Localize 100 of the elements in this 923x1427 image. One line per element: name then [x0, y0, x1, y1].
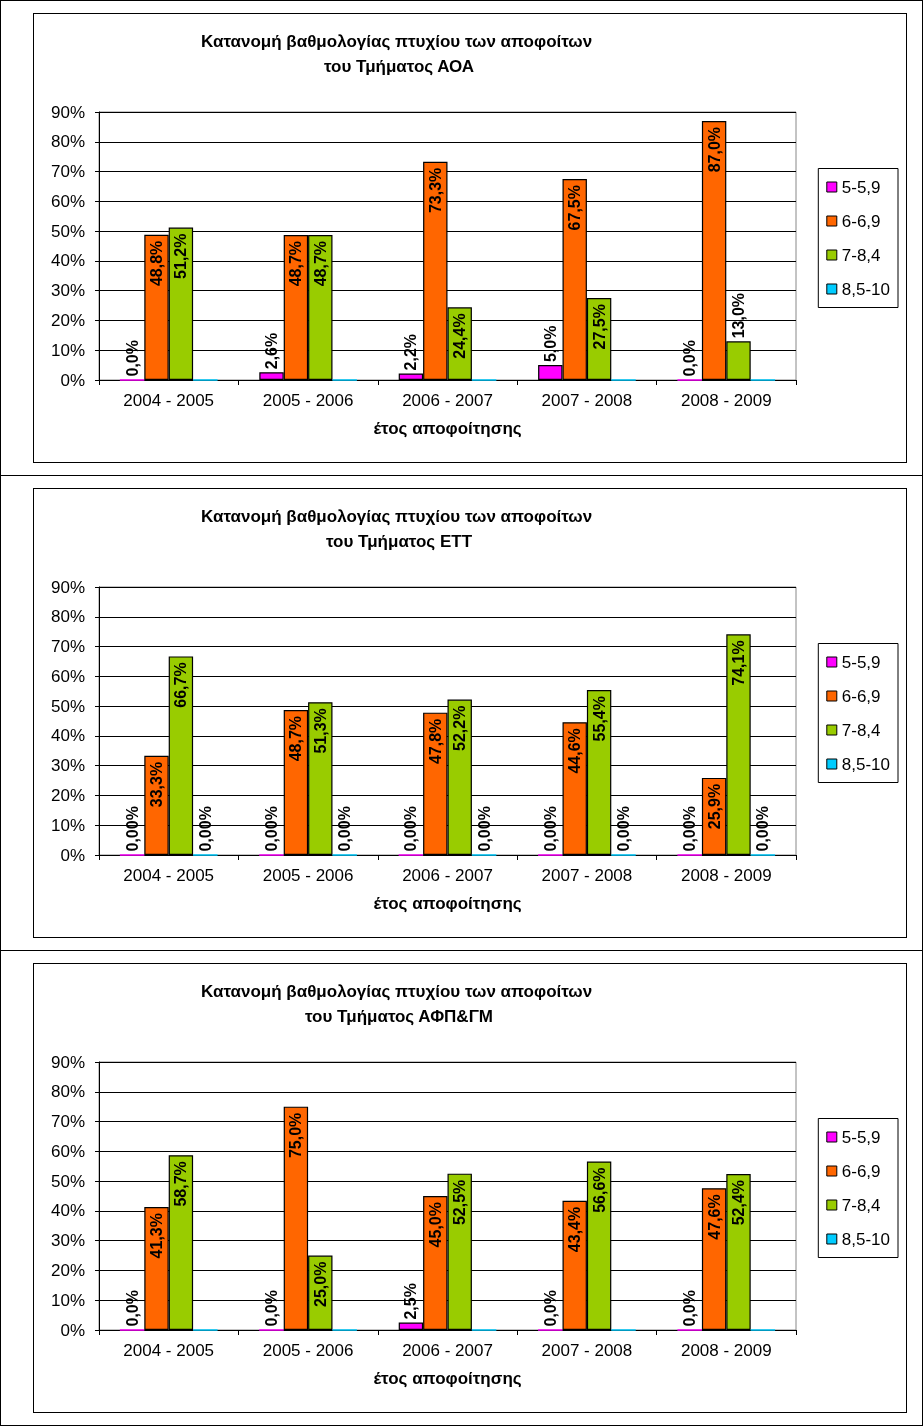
y-tick-label: 10%	[50, 340, 85, 360]
x-tick-label: 2006 - 2007	[402, 391, 493, 410]
x-tick-label: 2004 - 2005	[123, 866, 215, 885]
y-tick-label: 50%	[50, 1171, 85, 1191]
y-tick-label: 80%	[50, 1082, 85, 1102]
y-tick-label: 50%	[50, 696, 85, 716]
x-tick-label: 2004 - 2005	[123, 391, 215, 410]
x-tick-label: 2007 - 2008	[541, 1341, 633, 1360]
data-label: 48,7%	[287, 240, 305, 287]
data-label: 25,9%	[705, 783, 723, 830]
y-tick-label: 20%	[50, 785, 85, 805]
data-label: 0,00%	[681, 806, 699, 852]
y-tick-label: 20%	[50, 310, 85, 330]
legend-label: 6-6,9	[841, 211, 881, 231]
y-tick-label: 40%	[50, 1201, 85, 1221]
y-tick-label: 90%	[50, 577, 85, 597]
data-label: 52,2%	[451, 705, 469, 751]
x-tick-label: 2008 - 2009	[680, 1341, 772, 1360]
legend-label: 7-8,4	[841, 245, 881, 265]
data-label: 0,00%	[541, 806, 559, 852]
data-label: 51,2%	[172, 233, 190, 279]
legend-label: 5-5,9	[841, 177, 881, 197]
y-tick-label: 90%	[50, 1052, 85, 1072]
x-axis-title: έτος αποφοίτησης	[373, 419, 522, 438]
legend-label: 7-8,4	[841, 1195, 881, 1215]
data-label: 67,5%	[566, 185, 584, 231]
data-label: 0,00%	[336, 806, 354, 852]
data-label: 0,0%	[681, 340, 699, 377]
data-label: 0,00%	[402, 806, 420, 852]
legend-label: 7-8,4	[841, 720, 881, 740]
x-tick-label: 2005 - 2006	[262, 1341, 354, 1360]
data-label: 55,4%	[590, 696, 608, 742]
data-label: 52,5%	[451, 1179, 469, 1226]
data-label: 0,00%	[754, 806, 772, 852]
data-label: 52,4%	[730, 1179, 747, 1226]
data-label: 41,3%	[148, 1213, 165, 1259]
y-tick-label: 70%	[50, 162, 85, 182]
data-label: 87,0%	[705, 126, 723, 173]
data-label: 48,7%	[311, 240, 329, 287]
data-label: 43,4%	[566, 1206, 584, 1253]
data-label: 45,0%	[426, 1202, 444, 1248]
y-tick-label: 20%	[50, 1260, 85, 1280]
legend-label: 6-6,9	[841, 686, 881, 706]
data-label: 0,00%	[263, 806, 281, 852]
data-label: 0,0%	[541, 1290, 559, 1327]
data-label: 0,00%	[475, 806, 493, 852]
data-label: 13,0%	[730, 292, 747, 339]
data-label: 47,6%	[705, 1194, 723, 1240]
y-tick-label: 10%	[50, 1290, 85, 1310]
x-tick-label: 2008 - 2009	[680, 391, 772, 410]
y-tick-label: 70%	[50, 1112, 85, 1132]
legend-label: 5-5,9	[841, 1127, 881, 1147]
data-label: 51,3%	[311, 708, 329, 754]
data-label: 0,00%	[196, 806, 214, 852]
data-label: 75,0%	[287, 1112, 305, 1159]
y-tick-label: 60%	[50, 191, 85, 211]
x-axis-title: έτος αποφοίτησης	[373, 894, 522, 913]
data-label: 74,1%	[730, 640, 747, 686]
y-tick-label: 60%	[50, 1141, 85, 1161]
x-tick-label: 2004 - 2005	[123, 1341, 215, 1360]
y-tick-label: 40%	[50, 726, 85, 746]
data-label: 44,6%	[566, 728, 584, 774]
y-tick-label: 90%	[50, 102, 85, 122]
y-tick-label: 30%	[50, 1231, 85, 1251]
data-label: 0,0%	[681, 1290, 699, 1327]
y-tick-label: 0%	[60, 370, 85, 390]
data-label: 24,4%	[451, 313, 469, 359]
y-tick-label: 70%	[50, 637, 85, 657]
data-label: 58,7%	[172, 1161, 190, 1207]
y-tick-label: 10%	[50, 815, 85, 835]
data-label: 5,0%	[541, 325, 559, 363]
y-tick-label: 60%	[50, 666, 85, 686]
y-tick-label: 50%	[50, 221, 85, 241]
y-tick-label: 40%	[50, 251, 85, 271]
data-label: 0,00%	[123, 806, 141, 852]
y-tick-label: 80%	[50, 132, 85, 152]
data-label: 0,00%	[614, 806, 632, 852]
data-label: 0,0%	[123, 1290, 141, 1327]
y-tick-label: 30%	[50, 281, 85, 301]
x-axis-title: έτος αποφοίτησης	[373, 1369, 522, 1388]
chart-title: Κατανομή βαθμολογίας πτυχίου των αποφοίτων του Τμήματος ΑΦΠ&ΓΜ	[201, 982, 597, 1026]
x-tick-label: 2007 - 2008	[541, 866, 633, 885]
data-label: 0,0%	[263, 1290, 281, 1327]
data-label: 25,0%	[311, 1261, 329, 1307]
data-label: 48,7%	[287, 715, 305, 762]
legend-label: 8,5-10	[841, 279, 890, 299]
data-label: 56,6%	[590, 1167, 608, 1213]
legend-label: 8,5-10	[841, 1229, 890, 1249]
x-tick-label: 2007 - 2008	[541, 391, 633, 410]
x-tick-label: 2008 - 2009	[680, 866, 772, 885]
y-tick-label: 0%	[60, 845, 85, 865]
chart-title: Κατανομή βαθμολογίας πτυχίου των αποφοίτων του Τμήματος ΕΤΤ	[201, 507, 597, 551]
x-tick-label: 2005 - 2006	[262, 391, 354, 410]
data-label: 27,5%	[590, 304, 608, 350]
legend-label: 8,5-10	[841, 754, 890, 774]
data-label: 2,5%	[402, 1283, 420, 1320]
legend-label: 5-5,9	[841, 652, 881, 672]
data-label: 73,3%	[426, 167, 444, 214]
x-tick-label: 2006 - 2007	[402, 866, 493, 885]
data-label: 0,0%	[123, 340, 141, 377]
